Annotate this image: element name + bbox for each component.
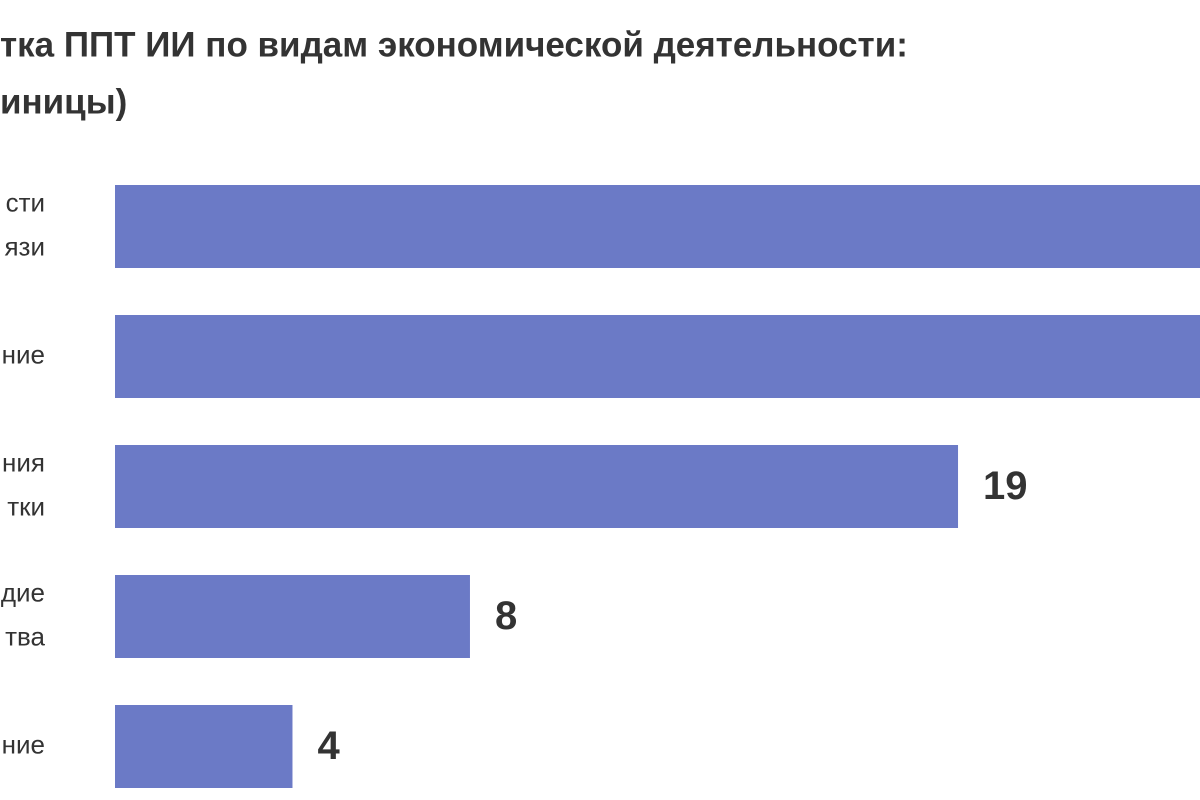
category-label: язи	[4, 231, 45, 261]
category-label: дие	[1, 577, 45, 607]
bar	[115, 705, 293, 788]
bar	[115, 445, 959, 528]
category-label: тва	[5, 621, 45, 651]
category-label: ние	[2, 729, 45, 759]
chart-title: тка ППТ ИИ по видам экономической деятел…	[0, 25, 908, 64]
category-label: сти	[6, 187, 45, 217]
category-label: ния	[2, 447, 45, 477]
value-label: 19	[983, 464, 1028, 508]
bar	[115, 315, 1200, 398]
category-label: ние	[2, 339, 45, 369]
value-label: 8	[495, 594, 517, 638]
value-label: 4	[317, 724, 340, 768]
chart-title: иницы)	[0, 82, 127, 121]
category-label: тки	[7, 491, 45, 521]
bar	[115, 575, 470, 658]
bar	[115, 185, 1200, 268]
